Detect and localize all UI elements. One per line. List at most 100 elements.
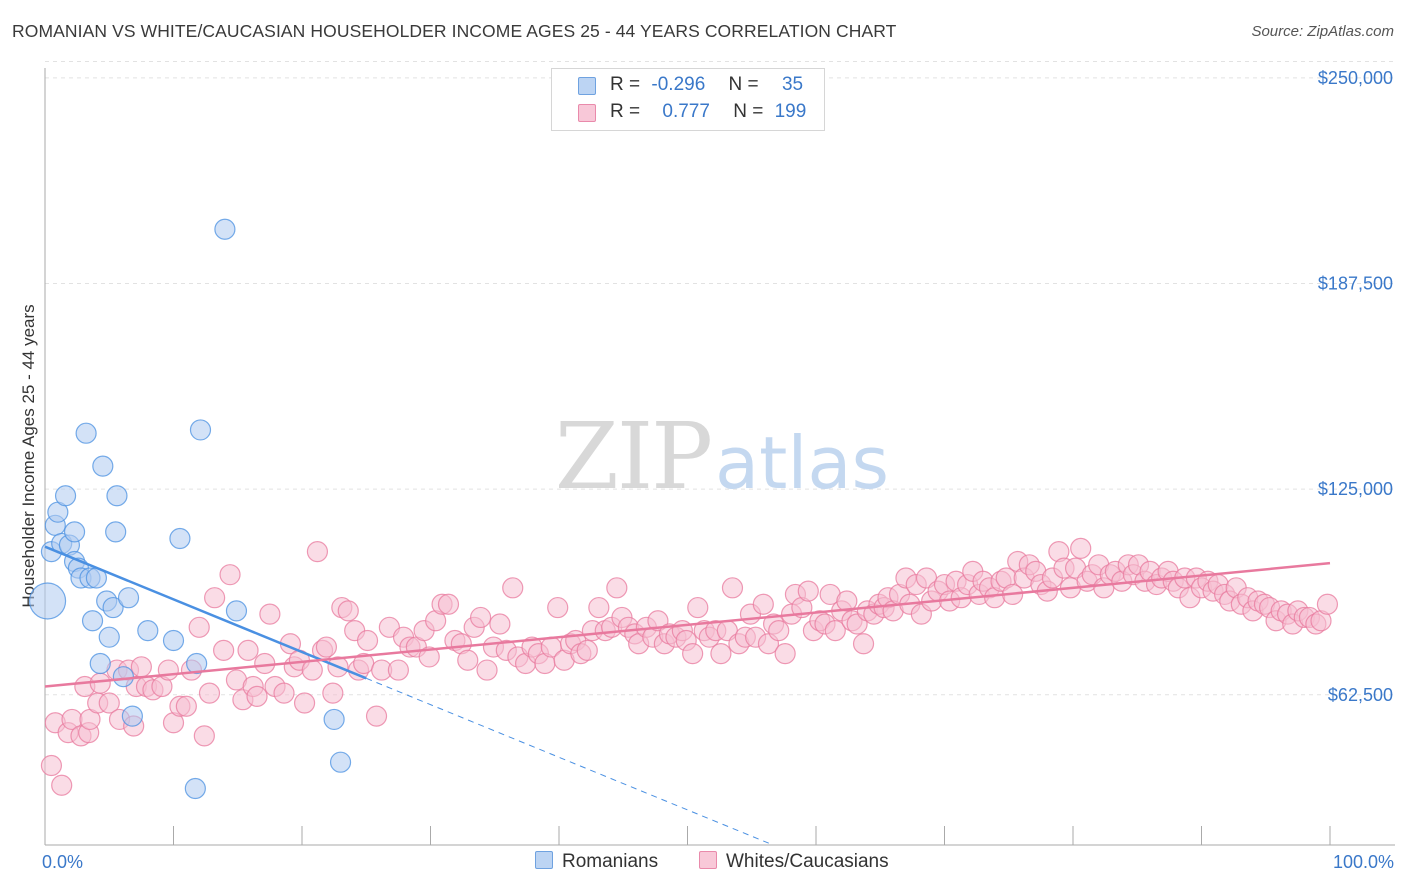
legend-n-value: 199 (774, 101, 807, 122)
data-point (356, 629, 379, 652)
data-point (92, 455, 114, 477)
data-point (169, 527, 191, 550)
legend-r-label: R = (610, 74, 641, 95)
data-point (193, 725, 215, 747)
watermark-zip: ZIP (555, 403, 711, 510)
data-point (337, 600, 359, 622)
data-point (102, 596, 124, 619)
data-point (476, 659, 498, 681)
data-point (184, 777, 206, 800)
legend-swatch-romanians (578, 77, 596, 95)
data-point (89, 672, 111, 694)
legend-swatch-whites (699, 851, 717, 869)
data-point (687, 596, 709, 619)
data-point (273, 682, 295, 704)
data-point (682, 643, 704, 665)
data-point (75, 422, 97, 444)
data-point (213, 639, 235, 661)
data-point (54, 485, 77, 507)
data-point (576, 639, 598, 661)
data-point (489, 613, 511, 635)
data-point (81, 610, 104, 632)
data-point (293, 692, 316, 714)
data-point (768, 620, 790, 642)
legend-r-label: R = (610, 101, 641, 122)
data-point (105, 521, 127, 543)
data-point (98, 626, 120, 648)
data-point (188, 616, 210, 638)
trend-line (44, 545, 367, 680)
legend-item-whites: Whites/Caucasians (699, 851, 889, 873)
y-tick-label: $125,000 (1318, 479, 1393, 499)
data-point (306, 541, 329, 563)
data-point (175, 695, 197, 717)
series-romanians-points (28, 218, 352, 800)
axes (44, 68, 1395, 846)
legend-swatch-romanians (535, 851, 553, 869)
chart-title: ROMANIAN VS WHITE/CAUCASIAN HOUSEHOLDER … (12, 21, 897, 41)
data-point (219, 564, 241, 586)
data-point (117, 587, 140, 609)
legend-item-romanians: Romanians (535, 851, 658, 873)
data-point (547, 596, 569, 619)
data-point (259, 603, 281, 625)
watermark: ZIP atlas (555, 403, 889, 510)
data-point (721, 577, 744, 599)
trend-lines (44, 545, 1331, 846)
series-whites-points (40, 537, 1339, 796)
legend-r-value: 0.777 (662, 101, 710, 122)
legend-n-label: N = (733, 101, 764, 122)
trend-line (44, 561, 1331, 688)
data-point (121, 705, 143, 727)
data-point (1070, 537, 1092, 559)
legend-label-whites: Whites/Caucasians (726, 851, 889, 872)
data-point (836, 590, 858, 612)
data-point (457, 649, 479, 671)
data-point (137, 620, 159, 642)
data-point (606, 577, 628, 599)
data-point (323, 708, 345, 731)
data-point (237, 639, 259, 661)
data-point (157, 659, 179, 681)
legend-label-romanians: Romanians (562, 851, 659, 872)
legend-swatch-whites (578, 104, 596, 122)
legend-r-value: -0.296 (651, 74, 706, 95)
watermark-atlas: atlas (715, 421, 889, 505)
data-point (824, 620, 846, 642)
source-label: Source: ZipAtlas.com (1251, 23, 1394, 40)
x-tick-label-max: 100.0% (1332, 852, 1394, 872)
data-point (301, 659, 323, 681)
data-point (418, 646, 440, 668)
data-point (1316, 593, 1339, 615)
data-point (40, 754, 63, 777)
correlation-legend: R = -0.296 N = 35 R = 0.777 N = 199 (551, 68, 825, 131)
data-point (98, 692, 120, 714)
data-point (437, 593, 460, 615)
data-point (365, 705, 388, 727)
data-point (189, 419, 212, 441)
data-point (387, 659, 409, 681)
series-legend: Romanians Whites/Caucasians (0, 851, 1406, 879)
trend-line-extension (366, 677, 774, 846)
data-point (112, 666, 134, 688)
y-tick-label: $62,500 (1328, 685, 1393, 705)
data-point (322, 682, 344, 704)
data-point (774, 643, 796, 665)
y-tick-labels: $62,500 $125,000 $187,500 $250,000 (1318, 68, 1393, 705)
data-point (186, 652, 208, 675)
y-tick-label: $250,000 (1318, 68, 1393, 88)
data-point (329, 751, 352, 773)
data-point (225, 600, 248, 622)
data-point (502, 577, 524, 599)
data-point (162, 629, 185, 652)
legend-n-label: N = (728, 74, 759, 95)
y-tick-label: $187,500 (1318, 274, 1393, 294)
data-point (214, 218, 236, 240)
data-point (710, 643, 732, 665)
data-point (51, 774, 73, 796)
data-point (204, 587, 226, 609)
data-point (315, 636, 338, 658)
data-point (28, 582, 67, 620)
data-point (89, 652, 111, 675)
